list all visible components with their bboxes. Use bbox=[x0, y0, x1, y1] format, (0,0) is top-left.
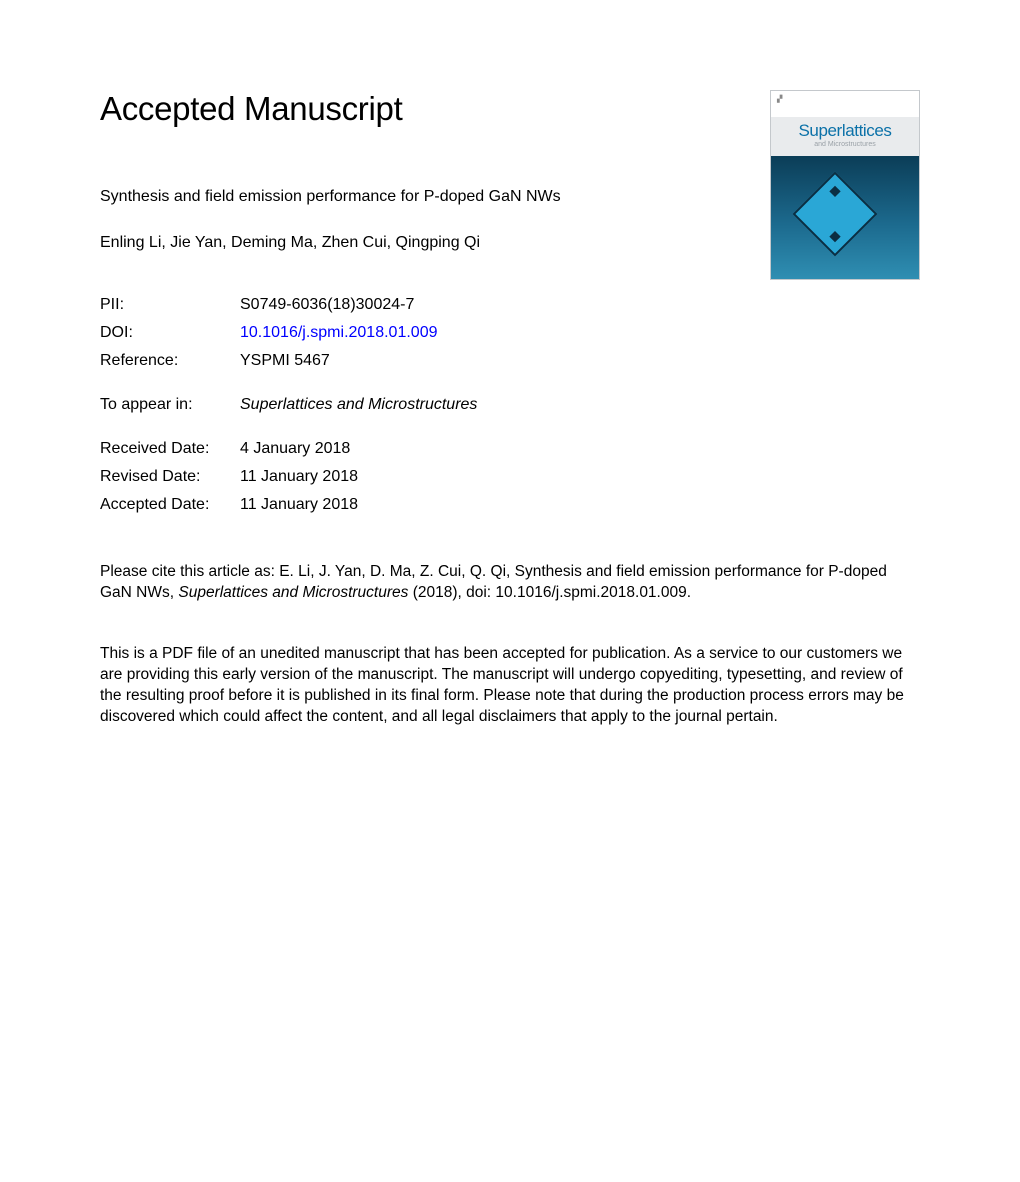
citation-journal: Superlattices and Microstructures bbox=[178, 584, 408, 601]
article-title: Synthesis and field emission performance… bbox=[100, 188, 746, 206]
cover-subtitle: and Microstructures bbox=[771, 141, 919, 148]
dates-table: Received Date: 4 January 2018 Revised Da… bbox=[100, 440, 920, 514]
publisher-mark-icon: ▞ bbox=[777, 95, 782, 113]
reference-label: Reference: bbox=[100, 352, 240, 370]
cover-diamond-graphic bbox=[793, 172, 878, 257]
pii-value: S0749-6036(18)30024-7 bbox=[240, 296, 414, 314]
revised-date-value: 11 January 2018 bbox=[240, 468, 358, 486]
received-date-value: 4 January 2018 bbox=[240, 440, 350, 458]
doi-link[interactable]: 10.1016/j.spmi.2018.01.009 bbox=[240, 324, 437, 341]
accepted-date-value: 11 January 2018 bbox=[240, 496, 358, 514]
journal-cover-thumbnail: ▞ Superlattices and Microstructures bbox=[770, 90, 920, 280]
citation-suffix: (2018), doi: 10.1016/j.spmi.2018.01.009. bbox=[408, 584, 691, 601]
to-appear-journal: Superlattices and Microstructures bbox=[240, 396, 477, 414]
cover-title-band: Superlattices and Microstructures bbox=[771, 117, 919, 156]
revised-date-label: Revised Date: bbox=[100, 468, 240, 486]
cover-art bbox=[771, 156, 919, 280]
disclaimer-text: This is a PDF file of an unedited manusc… bbox=[100, 644, 920, 728]
accepted-date-label: Accepted Date: bbox=[100, 496, 240, 514]
article-authors: Enling Li, Jie Yan, Deming Ma, Zhen Cui,… bbox=[100, 234, 746, 252]
to-appear-label: To appear in: bbox=[100, 396, 240, 414]
page-heading: Accepted Manuscript bbox=[100, 90, 746, 128]
doi-label: DOI: bbox=[100, 324, 240, 342]
citation-text: Please cite this article as: E. Li, J. Y… bbox=[100, 562, 920, 604]
cover-title: Superlattices bbox=[771, 121, 919, 141]
pii-label: PII: bbox=[100, 296, 240, 314]
received-date-label: Received Date: bbox=[100, 440, 240, 458]
reference-value: YSPMI 5467 bbox=[240, 352, 330, 370]
cover-top-strip: ▞ bbox=[771, 91, 919, 117]
metadata-table: PII: S0749-6036(18)30024-7 DOI: 10.1016/… bbox=[100, 296, 920, 370]
